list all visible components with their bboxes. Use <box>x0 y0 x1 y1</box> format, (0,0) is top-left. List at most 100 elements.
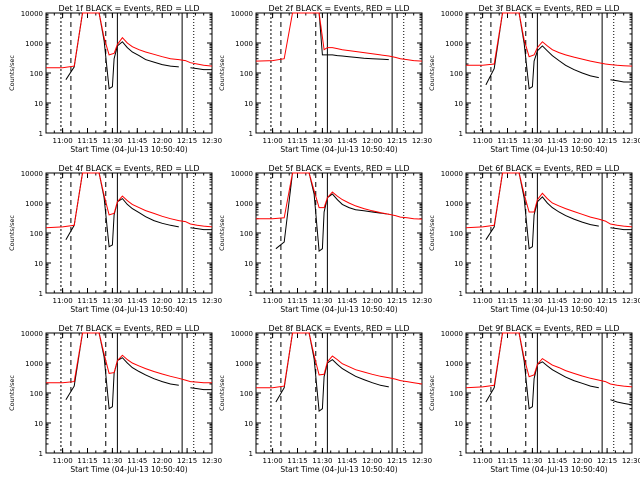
x-tick-label: 12:15 <box>387 297 407 305</box>
y-axis-label: Counts/sec <box>428 375 436 411</box>
x-tick-label: 12:15 <box>597 457 617 465</box>
y-tick-label: 10000 <box>231 330 253 338</box>
series-line-lld <box>256 172 423 220</box>
y-tick-label: 1000 <box>25 200 43 208</box>
x-axis-label: Start Time (04-Jul-13 10:50:40) <box>280 305 397 314</box>
x-tick-label: 11:00 <box>53 457 73 465</box>
y-tick-label: 1000 <box>25 40 43 48</box>
x-tick-label: 12:15 <box>597 297 617 305</box>
x-axis-label: Start Time (04-Jul-13 10:50:40) <box>70 465 187 474</box>
series-line-events <box>65 12 179 90</box>
y-tick-label: 100 <box>450 230 463 238</box>
y-tick-label: 1 <box>249 290 253 298</box>
x-tick-label: 11:15 <box>497 297 517 305</box>
x-tick-label: 12:30 <box>622 297 640 305</box>
panel-2: 1 10 100 1000 10000 11:00 11:15 11:30 11:45 12:00… <box>218 4 432 154</box>
y-tick-label: 1000 <box>235 360 253 368</box>
y-tick-label: 10000 <box>441 10 463 18</box>
series-line-events <box>65 172 179 248</box>
x-tick-label: 12:00 <box>152 137 172 145</box>
x-tick-label: 11:30 <box>522 457 542 465</box>
panel-title: Det 6f BLACK = Events, RED = LLD <box>478 164 619 173</box>
y-tick-label: 1 <box>249 450 253 458</box>
series-line-events <box>190 227 212 231</box>
y-tick-label: 10 <box>244 260 253 268</box>
panel-6: 1 10 100 1000 10000 11:00 11:15 11:30 11:45 12:00… <box>428 164 640 314</box>
series-line-events <box>610 79 632 83</box>
series-line-lld <box>466 12 633 67</box>
panel-8: 1 10 100 1000 10000 11:00 11:15 11:30 11:45 12:00… <box>218 324 432 474</box>
x-tick-label: 12:00 <box>362 137 382 145</box>
x-tick-label: 11:00 <box>53 137 73 145</box>
x-tick-label: 12:30 <box>412 137 432 145</box>
series-line-events <box>485 172 599 250</box>
panel-title: Det 4f BLACK = Events, RED = LLD <box>58 164 199 173</box>
y-tick-label: 1 <box>39 450 43 458</box>
x-axis-label: Start Time (04-Jul-13 10:50:40) <box>280 145 397 154</box>
x-tick-label: 12:30 <box>202 297 222 305</box>
y-axis-label: Counts/sec <box>8 375 16 411</box>
x-tick-label: 11:30 <box>312 137 332 145</box>
x-tick-label: 12:15 <box>177 137 197 145</box>
x-tick-label: 11:45 <box>127 457 147 465</box>
y-tick-label: 100 <box>30 70 43 78</box>
y-axis-label: Counts/sec <box>428 215 436 251</box>
y-tick-label: 10 <box>454 100 463 108</box>
series-line-lld <box>465 172 633 229</box>
x-tick-label: 12:30 <box>202 137 222 145</box>
series-line-events <box>275 172 389 253</box>
x-tick-label: 11:15 <box>287 137 307 145</box>
x-tick-label: 11:15 <box>287 457 307 465</box>
x-axis-label: Start Time (04-Jul-13 10:50:40) <box>70 305 187 314</box>
series-line-events <box>485 332 599 410</box>
panel-title: Det 8f BLACK = Events, RED = LLD <box>268 324 409 333</box>
panel-title: Det 3f BLACK = Events, RED = LLD <box>478 4 619 13</box>
x-tick-label: 11:45 <box>127 297 147 305</box>
x-tick-label: 12:00 <box>152 297 172 305</box>
x-tick-label: 11:30 <box>102 137 122 145</box>
series-line-events <box>190 387 212 391</box>
y-tick-label: 10000 <box>21 330 43 338</box>
y-tick-label: 100 <box>240 390 253 398</box>
x-tick-label: 12:15 <box>177 457 197 465</box>
panel-5: 1 10 100 1000 10000 11:00 11:15 11:30 11:45 12:00… <box>218 164 432 314</box>
series-line-lld <box>256 332 423 389</box>
x-tick-label: 11:15 <box>287 297 307 305</box>
x-tick-label: 11:15 <box>497 137 517 145</box>
y-tick-label: 10000 <box>231 10 253 18</box>
x-tick-label: 12:30 <box>202 457 222 465</box>
y-tick-label: 1 <box>459 130 463 138</box>
series-line-events <box>65 332 179 410</box>
x-axis-label: Start Time (04-Jul-13 10:50:40) <box>70 145 187 154</box>
x-tick-label: 12:00 <box>572 457 592 465</box>
y-tick-label: 100 <box>30 230 43 238</box>
y-tick-label: 1 <box>39 130 43 138</box>
x-tick-label: 11:45 <box>337 297 357 305</box>
x-tick-label: 12:30 <box>412 457 432 465</box>
y-tick-label: 100 <box>30 390 43 398</box>
x-tick-label: 11:15 <box>77 297 97 305</box>
x-tick-label: 11:30 <box>522 137 542 145</box>
y-tick-label: 10000 <box>441 170 463 178</box>
x-tick-label: 12:30 <box>622 457 640 465</box>
y-axis-label: Counts/sec <box>218 55 226 91</box>
y-tick-label: 1000 <box>235 200 253 208</box>
series-line-lld <box>46 12 213 69</box>
x-axis-label: Start Time (04-Jul-13 10:50:40) <box>490 145 607 154</box>
y-tick-label: 1 <box>39 290 43 298</box>
y-tick-label: 10 <box>244 420 253 428</box>
y-tick-label: 1000 <box>445 200 463 208</box>
y-tick-label: 10 <box>34 420 43 428</box>
x-tick-label: 11:00 <box>473 457 493 465</box>
x-tick-label: 11:00 <box>263 457 283 465</box>
panel-4: 1 10 100 1000 10000 11:00 11:15 11:30 11:45 12:00… <box>8 164 222 314</box>
y-tick-label: 100 <box>240 70 253 78</box>
x-axis-label: Start Time (04-Jul-13 10:50:40) <box>490 465 607 474</box>
x-tick-label: 11:15 <box>77 457 97 465</box>
y-tick-label: 1 <box>249 130 253 138</box>
x-tick-label: 12:00 <box>572 297 592 305</box>
series-line-lld <box>465 332 633 389</box>
x-tick-label: 11:00 <box>53 297 73 305</box>
